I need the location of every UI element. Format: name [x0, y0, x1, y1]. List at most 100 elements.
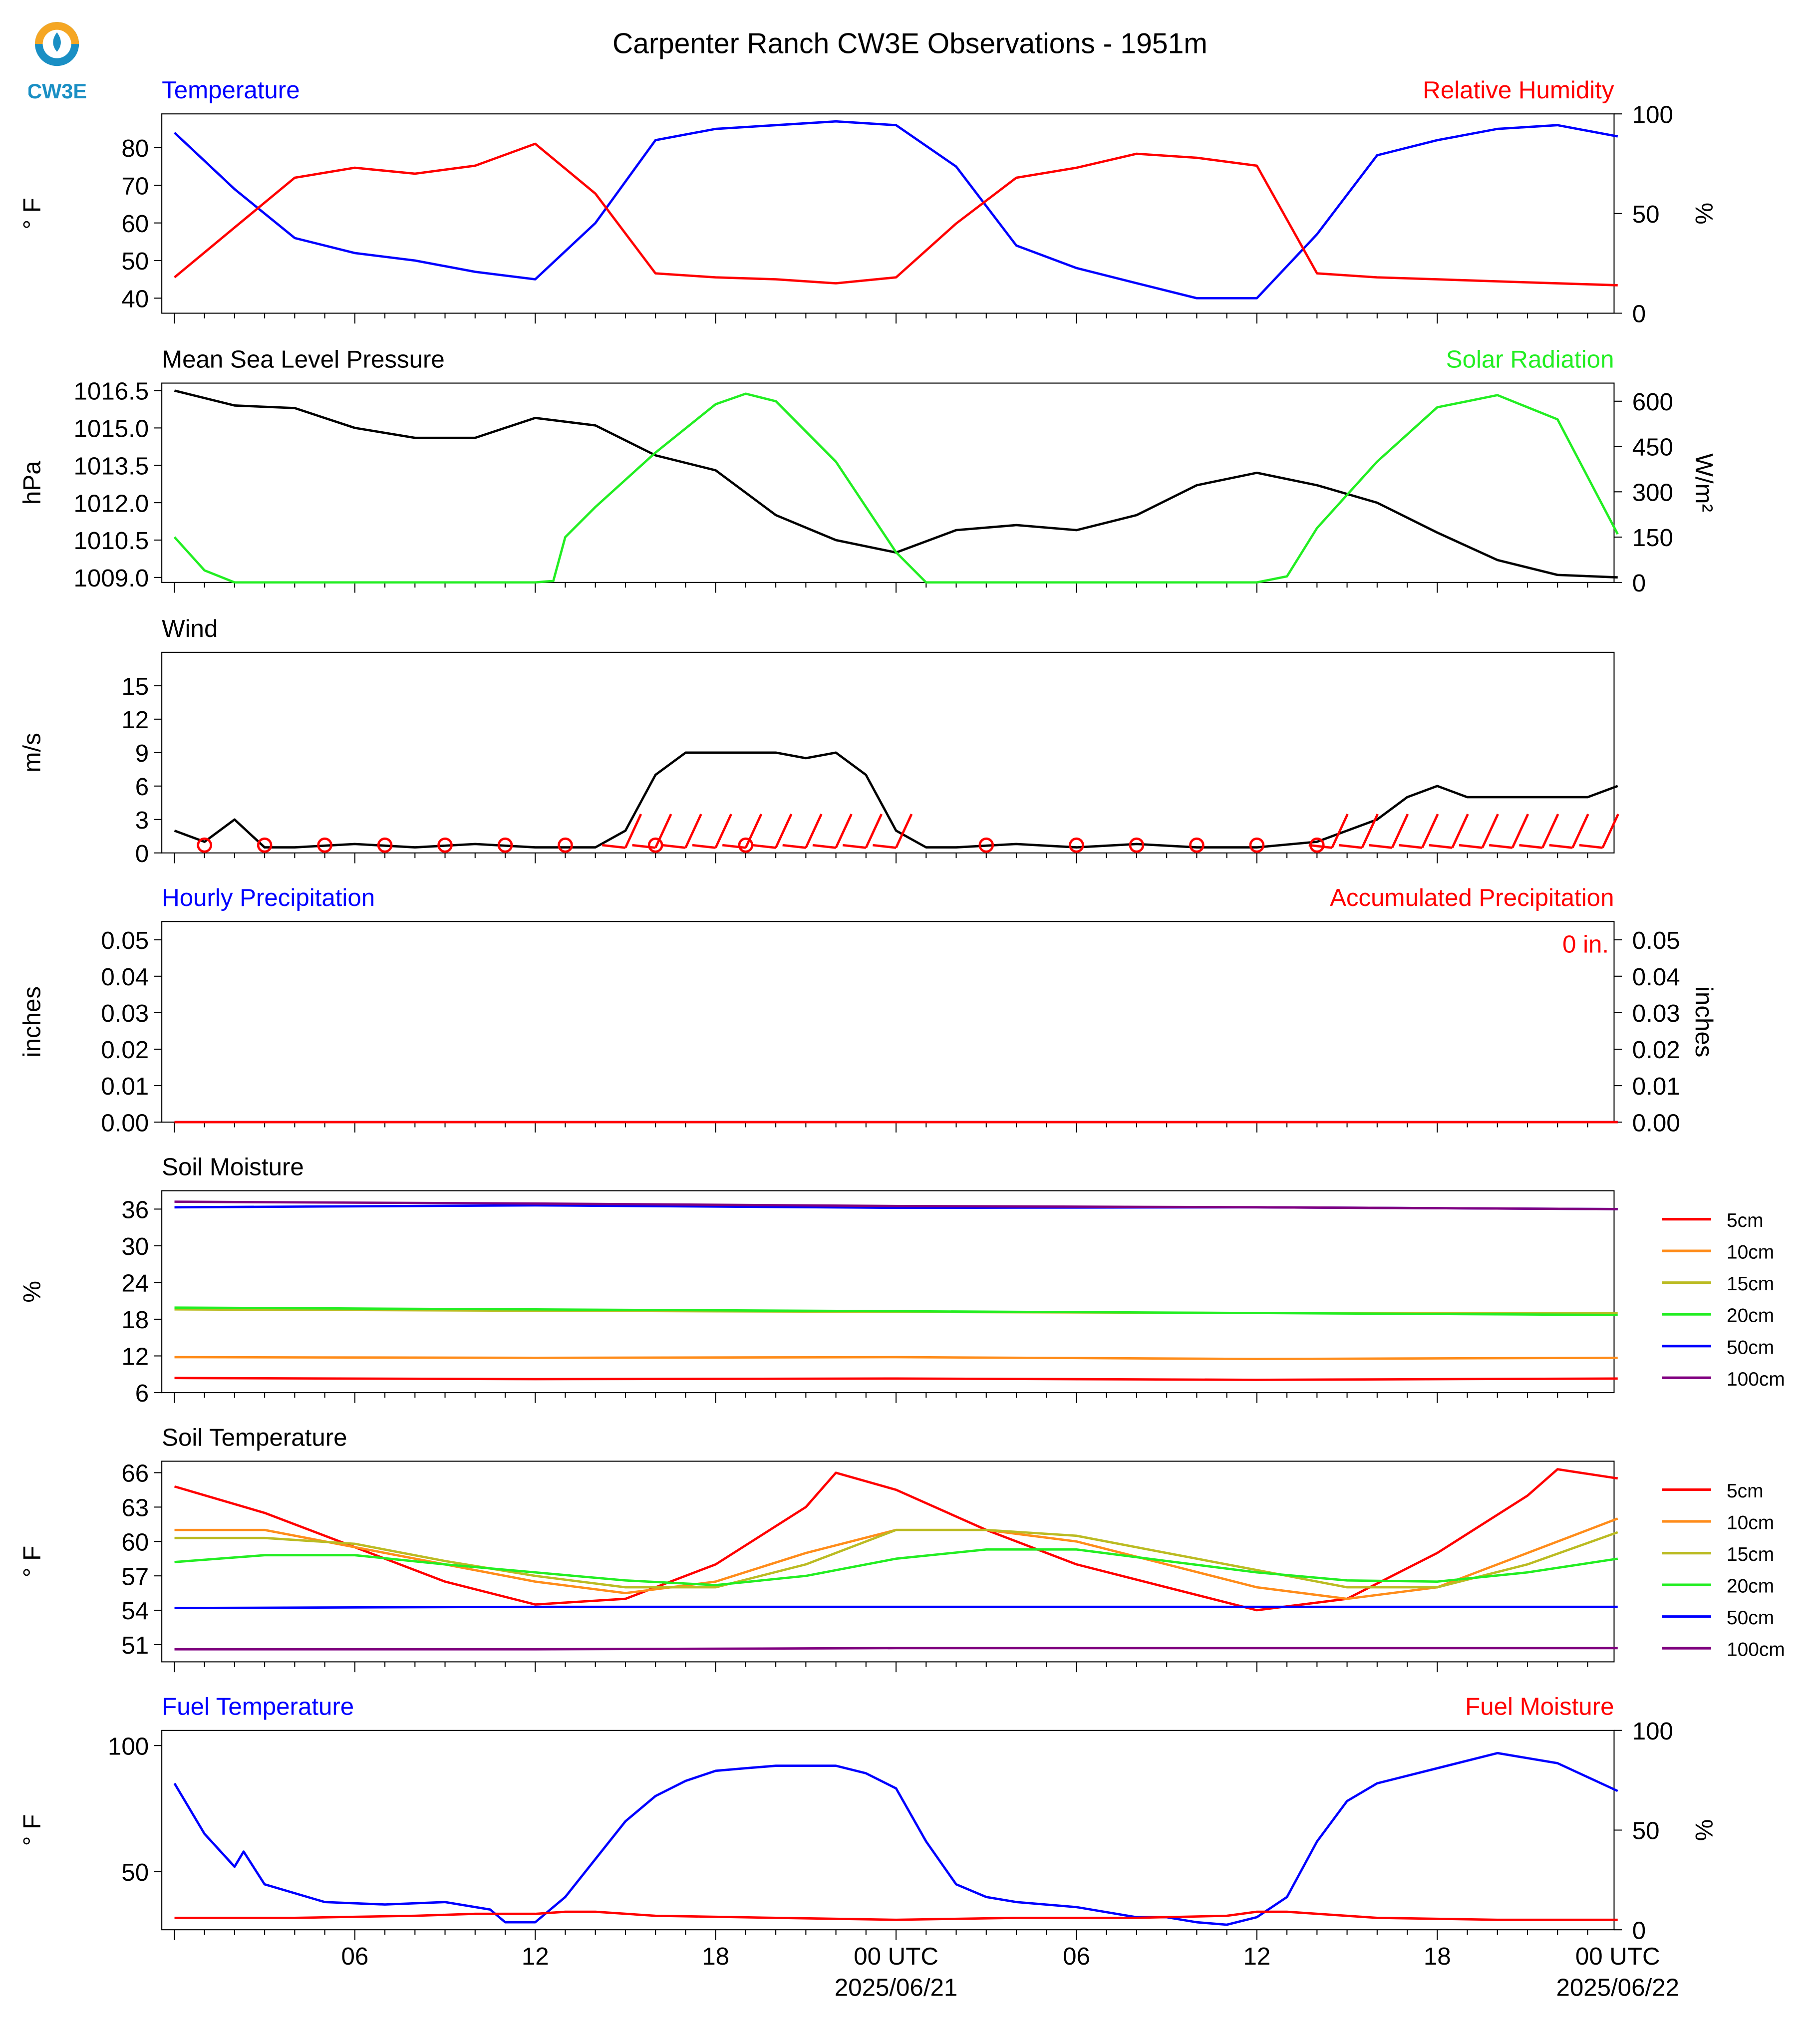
panel-right-title: Fuel Moisture — [1465, 1693, 1614, 1721]
wind-barb — [632, 814, 672, 849]
x-date-label: 2025/06/22 — [1556, 1974, 1679, 2001]
y-axis-label: ° F — [18, 198, 45, 229]
y-tick-label: 0.02 — [101, 1036, 149, 1064]
y-tick-label: 36 — [121, 1196, 149, 1223]
y-tick-label: 0.01 — [101, 1073, 149, 1100]
x-tick-label: 06 — [341, 1943, 368, 1970]
x-tick-label: 06 — [1063, 1943, 1090, 1970]
legend-label: 100cm — [1727, 1369, 1785, 1390]
wind-barb — [662, 814, 702, 849]
wind-barb — [1338, 814, 1379, 849]
panel-left-title: Soil Moisture — [162, 1153, 304, 1180]
wind-barb — [782, 814, 823, 849]
series-line-50cm — [174, 1605, 1618, 1609]
y-tick-label: 3 — [135, 807, 149, 834]
y-tick-label: 1016.5 — [74, 378, 149, 405]
series-line-100cm — [174, 1200, 1618, 1210]
panel-frame — [161, 651, 1615, 854]
wind-calm-circle — [1189, 837, 1205, 853]
panel-frame — [161, 1190, 1615, 1394]
wind-calm-circle — [647, 837, 663, 853]
y-tick-label: 60 — [121, 1528, 149, 1556]
y-tick-label: 18 — [121, 1306, 149, 1334]
wind-barb — [752, 814, 793, 849]
y2-axis-label: inches — [1690, 986, 1718, 1057]
y-tick-label: 57 — [121, 1563, 149, 1590]
series-line-fuel-temperature — [173, 1751, 1618, 1926]
y2-tick-label: 300 — [1632, 479, 1673, 506]
panel-left-title: Soil Temperature — [162, 1424, 347, 1451]
y-tick-label: 51 — [121, 1632, 149, 1659]
panel-right-title: Relative Humidity — [1423, 76, 1614, 104]
wind-barb — [1579, 814, 1619, 849]
y-tick-label: 40 — [121, 286, 149, 313]
wind-barb — [722, 814, 763, 849]
y2-tick-label: 600 — [1632, 388, 1673, 416]
panel-right-title: Solar Radiation — [1446, 345, 1614, 373]
y-tick-label: 0 — [135, 840, 149, 868]
y-tick-label: 0.05 — [101, 927, 149, 954]
y2-tick-label: 0.00 — [1632, 1109, 1680, 1137]
panel-left-title: Temperature — [162, 76, 300, 104]
y-axis-label: % — [18, 1281, 45, 1303]
y2-axis-label: % — [1690, 1819, 1718, 1841]
y-tick-label: 1012.0 — [74, 490, 149, 517]
series-line-wind — [174, 751, 1618, 849]
series-line-fuel-moisture — [174, 1910, 1618, 1921]
wind-barb — [1399, 814, 1439, 849]
wind-barb — [1549, 814, 1589, 849]
y2-tick-label: 0.03 — [1632, 1000, 1680, 1027]
panel-frame — [161, 1730, 1615, 1931]
y2-tick-label: 0.04 — [1632, 963, 1680, 991]
y2-tick-label: 50 — [1632, 201, 1660, 228]
panel-left-title: Mean Sea Level Pressure — [162, 345, 445, 373]
y2-tick-label: 0 — [1632, 570, 1646, 597]
y-tick-label: 6 — [135, 1380, 149, 1407]
legend-label: 20cm — [1727, 1576, 1774, 1597]
y2-axis-label: W/m² — [1690, 453, 1718, 512]
panel-left-title: Wind — [162, 615, 218, 642]
wind-barb — [1489, 814, 1529, 849]
series-line-relative-humidity — [174, 142, 1618, 287]
legend-label: 20cm — [1727, 1305, 1774, 1327]
y-tick-label: 12 — [121, 706, 149, 734]
y2-tick-label: 0.05 — [1632, 927, 1680, 954]
wind-barb — [1429, 814, 1469, 849]
x-tick-label: 18 — [1424, 1943, 1451, 1970]
wind-calm-circle — [257, 837, 273, 853]
y2-tick-label: 0.02 — [1632, 1036, 1680, 1064]
y2-tick-label: 0.01 — [1632, 1073, 1680, 1100]
series-line-20cm — [174, 1548, 1618, 1586]
panel-frame — [161, 113, 1615, 314]
y-tick-label: 100 — [108, 1733, 149, 1760]
wind-calm-circle — [317, 837, 332, 853]
series-line-solar-radiation — [173, 392, 1619, 584]
series-line-100cm — [174, 1647, 1618, 1651]
wind-barb — [873, 814, 913, 849]
series-line-15cm — [174, 1528, 1618, 1589]
wind-calm-circle — [377, 837, 393, 853]
panel-left-title: Hourly Precipitation — [162, 884, 375, 911]
y-tick-label: 0.04 — [101, 963, 149, 991]
panel-right-title: Accumulated Precipitation — [1330, 884, 1614, 911]
panel-left-title: Fuel Temperature — [162, 1693, 354, 1721]
cw3e-logo: CW3E — [27, 15, 106, 103]
wind-calm-circle — [437, 837, 453, 853]
series-line-20cm — [174, 1306, 1618, 1316]
x-tick-label: 00 UTC — [854, 1943, 938, 1970]
y2-axis-label: % — [1690, 203, 1718, 225]
accumulated-total-label: 0 in. — [1562, 930, 1609, 958]
y-tick-label: 60 — [121, 210, 149, 238]
legend-label: 5cm — [1727, 1480, 1763, 1502]
panel-frame — [161, 1460, 1615, 1663]
wind-barb — [1519, 814, 1559, 849]
y-tick-label: 15 — [121, 673, 149, 700]
chart-title: Carpenter Ranch CW3E Observations - 1951… — [612, 27, 1208, 59]
legend-label: 50cm — [1727, 1607, 1774, 1629]
series-line-mean-sea-level-pressure — [174, 389, 1618, 579]
wind-barb — [1308, 814, 1349, 849]
y-axis-label: hPa — [18, 461, 45, 505]
y-tick-label: 1015.0 — [74, 415, 149, 443]
y-tick-label: 1010.5 — [74, 527, 149, 555]
